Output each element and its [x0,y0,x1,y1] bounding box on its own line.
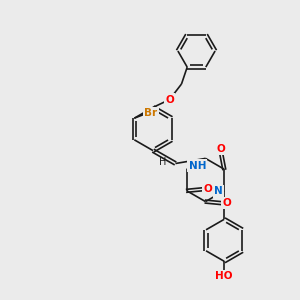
Text: O: O [216,144,225,154]
Text: NH: NH [188,160,206,171]
Text: H: H [159,157,167,167]
Text: HO: HO [215,271,233,281]
Text: N: N [214,186,223,197]
Text: O: O [222,198,231,208]
Text: O: O [203,184,212,194]
Text: Br: Br [144,108,158,118]
Text: O: O [165,94,174,105]
